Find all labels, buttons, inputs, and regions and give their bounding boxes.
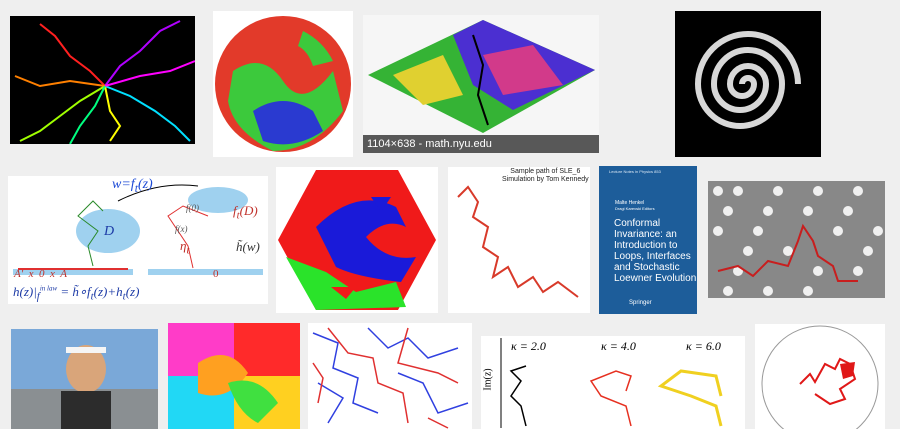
result-thumb-kappa-plot[interactable]: Im(z) κ = 2.0 κ = 4.0 κ = 6.0 — [481, 336, 745, 429]
result-thumb-colorful-regions[interactable] — [168, 323, 300, 429]
w-eq-sub: t — [134, 181, 138, 195]
kappa-curves — [500, 338, 723, 428]
colorful-regions-image — [168, 323, 300, 429]
result-thumb-portrait[interactable] — [11, 329, 158, 429]
book-title-line6: Loewner Evolution — [614, 273, 697, 284]
circle-path-image — [761, 325, 879, 429]
result-thumb-sle-path[interactable]: Sample path of SLE_6 Simulation by Tom K… — [448, 167, 590, 313]
formula: h(z)|fin law = h̃∘ft(z)+ht(z) — [13, 284, 139, 303]
sle-caption-line2: Simulation by Tom Kennedy — [502, 176, 589, 183]
hex-disc-image — [215, 16, 351, 152]
axis-right-label: 0 — [213, 268, 219, 280]
book-publisher: Springer — [629, 300, 652, 306]
kappa-label-2: κ = 2.0 — [511, 339, 546, 353]
axis-left-labels: A′ x 0 x A — [14, 268, 67, 280]
book-editor-2: Dragi Karevski Editors — [615, 206, 655, 211]
ft-d-label: ft(D) — [233, 203, 258, 222]
book-editor-1: Malte Henkel — [615, 200, 645, 206]
formula-sub3: t — [122, 290, 126, 303]
book-title-line3: Introduction to — [614, 240, 678, 251]
ft-d-sub: t — [236, 209, 240, 222]
book-title: Conformal Invariance: an Introduction to… — [614, 218, 696, 284]
ft-d-arg: (D) — [239, 203, 258, 218]
result-thumb-circle-path[interactable] — [755, 324, 885, 429]
formula-sub: f — [36, 290, 40, 303]
result-thumb-grey-hex[interactable] — [708, 181, 885, 298]
eta-symbol: η — [180, 238, 187, 253]
hexagon-image — [278, 170, 436, 310]
colored-curves-image — [14, 20, 195, 144]
ft-d-f: f — [233, 203, 237, 218]
rhombus-image — [368, 20, 595, 133]
w-eq-text: w=f — [112, 177, 135, 192]
ft0-f: f — [186, 203, 189, 213]
formula-over: in law — [39, 284, 58, 293]
w-equation: w=ft(z) — [112, 177, 153, 195]
loop-lattice-image — [312, 327, 469, 429]
ftx-f: f — [175, 224, 178, 234]
book-series: Lecture Notes in Physics 853 — [609, 169, 661, 174]
book-title-line4: Loops, Interfaces — [614, 251, 691, 262]
w-eq-arg: (z) — [137, 177, 153, 192]
result-thumb-hex-disc[interactable] — [213, 11, 353, 157]
result-thumb-book-cover[interactable]: Lecture Notes in Physics 853 Malte Henke… — [599, 166, 697, 314]
ftx-tail: (x) — [177, 224, 188, 234]
sle-path-image — [457, 185, 579, 298]
eta-label: ηt — [180, 238, 189, 257]
formula-end: (z)+h — [93, 284, 123, 299]
d-label: D — [104, 224, 115, 239]
book-title-line2: Invariance: an — [614, 229, 677, 240]
ftx-label: f(x) — [175, 224, 188, 234]
book-title-line1: Conformal — [614, 218, 661, 229]
result-thumb-colored-curves[interactable] — [10, 16, 195, 144]
book-title-line5: and Stochastic — [614, 262, 680, 273]
sle-caption: Sample path of SLE_6 Simulation by Tom K… — [502, 168, 589, 184]
result-thumb-loop-lattice[interactable] — [308, 323, 472, 429]
hw-label: h̃(w) — [236, 239, 260, 254]
result-thumb-hexagon[interactable] — [276, 167, 438, 313]
ft0-tail: (0) — [188, 203, 200, 213]
grey-hex-image — [708, 181, 885, 298]
result-thumb-rhombus[interactable]: 1104×638 - math.nyu.edu — [363, 15, 599, 153]
result-thumb-conformal-diagram[interactable]: w=ft(z) ft(D) D f(0) f(x) ηt h̃(w) A′ x … — [8, 176, 268, 304]
spiral-image — [694, 31, 801, 129]
eta-sub: t — [186, 244, 190, 257]
image-caption: 1104×638 - math.nyu.edu — [363, 135, 599, 153]
kappa-label-6: κ = 6.0 — [686, 339, 721, 353]
ft0-label: f(0) — [186, 203, 199, 213]
formula-tail: (z) — [125, 284, 140, 299]
formula-lhs: h(z)| — [13, 284, 37, 299]
result-thumb-spiral[interactable] — [675, 11, 821, 157]
portrait-image — [11, 345, 158, 429]
kappa-label-4: κ = 4.0 — [601, 339, 636, 353]
sle-caption-line1: Sample path of SLE_6 — [510, 168, 581, 175]
formula-rest: = h̃∘f — [57, 284, 91, 299]
formula-sub2: t — [90, 290, 94, 303]
conformal-diagram-image — [13, 184, 263, 275]
